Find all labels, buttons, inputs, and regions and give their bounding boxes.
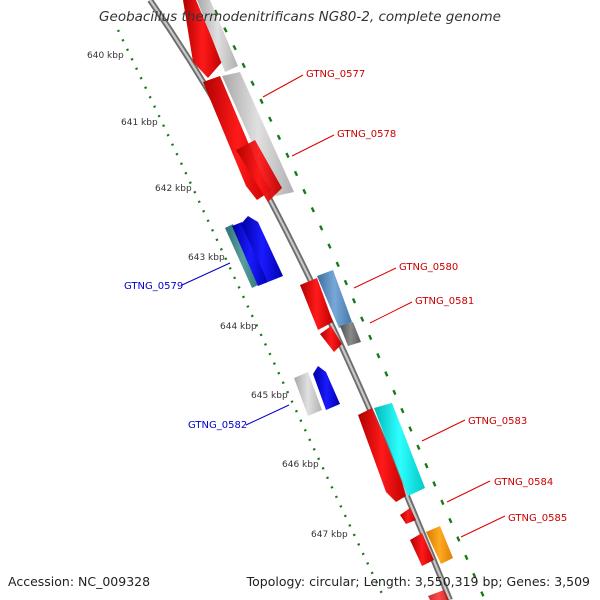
scale-label: 644 kbp [220, 322, 257, 332]
gene-arrow[interactable] [428, 590, 449, 600]
scale-label: 642 kbp [155, 184, 192, 194]
gene-arrow[interactable] [300, 278, 333, 330]
scale-label: 640 kbp [87, 51, 124, 61]
gene-label-gtng-0583[interactable]: GTNG_0583 [468, 416, 527, 427]
topology-text: Topology: circular; Length: 3,550,319 bp… [246, 574, 590, 589]
gene-label-gtng-0585[interactable]: GTNG_0585 [508, 513, 567, 524]
gene-label-gtng-0580[interactable]: GTNG_0580 [399, 262, 458, 273]
gene-gtng-0579-region [225, 216, 283, 288]
gene-arrow[interactable] [241, 216, 283, 282]
scale-label: 641 kbp [121, 118, 158, 128]
gene-arrow[interactable] [400, 508, 416, 524]
gene-gtng-0577-region [183, 0, 238, 78]
scale-label: 647 kbp [311, 530, 348, 540]
gene-gtng-0580-region [300, 270, 361, 352]
gene-gtng-0582-region [294, 366, 340, 416]
gene-arrow[interactable] [183, 0, 222, 78]
gene-arrow[interactable] [197, 0, 238, 72]
gene-arrow[interactable] [294, 372, 322, 416]
gene-arrow[interactable] [410, 533, 434, 566]
scale-labels: 640 kbp 641 kbp 642 kbp 643 kbp 644 kbp … [87, 51, 348, 540]
gene-callouts: GTNG_0577 GTNG_0578 GTNG_0579 GTNG_0580 … [124, 69, 567, 538]
gene-arrow[interactable] [320, 326, 342, 352]
gene-arrow[interactable] [313, 366, 340, 410]
gene-arrow[interactable] [358, 408, 406, 502]
gene-arrow[interactable] [232, 222, 268, 286]
gene-label-gtng-0578[interactable]: GTNG_0578 [337, 129, 396, 140]
gene-arrow[interactable] [225, 224, 260, 288]
gene-arrow[interactable] [317, 270, 352, 328]
gene-label-gtng-0584[interactable]: GTNG_0584 [494, 477, 553, 488]
gene-arrow[interactable] [426, 526, 453, 564]
scale-label: 643 kbp [188, 253, 225, 263]
scale-label: 646 kbp [282, 460, 319, 470]
gene-arrow[interactable] [340, 322, 361, 346]
gene-arrow[interactable] [236, 140, 282, 202]
gene-label-gtng-0582[interactable]: GTNG_0582 [188, 420, 247, 431]
inner-tick-track [116, 29, 387, 600]
gene-arrow[interactable] [222, 72, 294, 196]
gene-gtng-0578-region [203, 72, 294, 202]
accession-text: Accession: NC_009328 [8, 574, 151, 589]
scale-label: 645 kbp [251, 391, 288, 401]
backbone [147, 0, 453, 600]
gene-arrow[interactable] [374, 403, 425, 496]
gene-label-gtng-0581[interactable]: GTNG_0581 [415, 296, 474, 307]
outer-tick-track [213, 9, 487, 600]
gene-gtng-0583-region [358, 403, 453, 600]
gene-label-gtng-0579[interactable]: GTNG_0579 [124, 281, 183, 292]
map-title: Geobacillus thermodenitrificans NG80-2, … [99, 9, 501, 25]
gene-label-gtng-0577[interactable]: GTNG_0577 [306, 69, 365, 80]
